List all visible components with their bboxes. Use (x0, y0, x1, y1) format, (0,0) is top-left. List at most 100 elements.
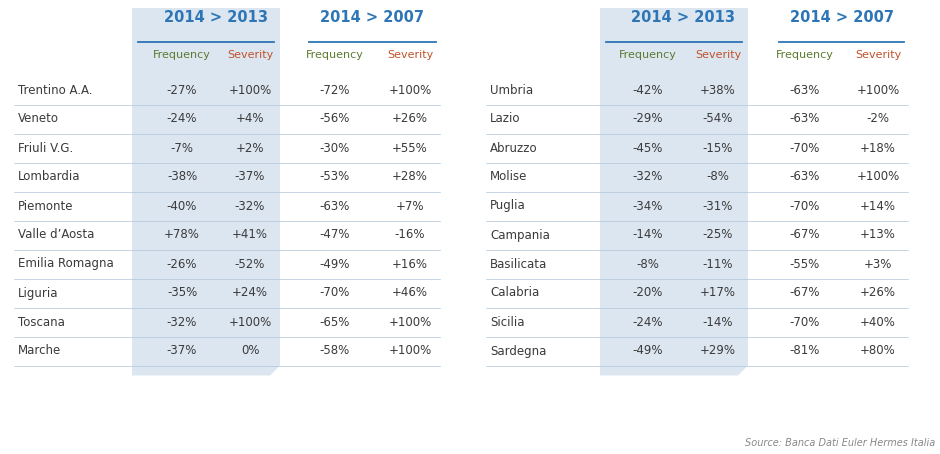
Text: -31%: -31% (703, 199, 733, 212)
Text: -63%: -63% (790, 84, 821, 97)
Text: -26%: -26% (166, 257, 197, 271)
Text: Friuli V.G.: Friuli V.G. (18, 142, 73, 154)
Text: -54%: -54% (703, 113, 733, 125)
Polygon shape (600, 8, 748, 375)
Text: Calabria: Calabria (490, 286, 540, 300)
Text: -45%: -45% (633, 142, 664, 154)
Text: -16%: -16% (395, 228, 425, 242)
Text: 0%: 0% (241, 345, 259, 357)
Text: -65%: -65% (320, 316, 351, 329)
Text: Abruzzo: Abruzzo (490, 142, 538, 154)
Text: +29%: +29% (700, 345, 736, 357)
Text: -27%: -27% (166, 84, 197, 97)
Text: +24%: +24% (232, 286, 268, 300)
Text: 2014 > 2013: 2014 > 2013 (164, 10, 268, 25)
Text: -15%: -15% (703, 142, 733, 154)
Text: -40%: -40% (166, 199, 197, 212)
Text: -67%: -67% (790, 286, 821, 300)
Text: -14%: -14% (703, 316, 733, 329)
Text: 2014 > 2013: 2014 > 2013 (631, 10, 735, 25)
Text: -81%: -81% (790, 345, 821, 357)
Text: Marche: Marche (18, 345, 61, 357)
Text: -67%: -67% (790, 228, 821, 242)
Text: -72%: -72% (320, 84, 351, 97)
Text: Molise: Molise (490, 171, 527, 183)
Text: +100%: +100% (856, 84, 900, 97)
Text: Puglia: Puglia (490, 199, 525, 212)
Text: +41%: +41% (232, 228, 268, 242)
Text: -35%: -35% (167, 286, 197, 300)
Text: Frequency: Frequency (306, 50, 364, 60)
Text: -63%: -63% (790, 171, 821, 183)
Text: +17%: +17% (700, 286, 736, 300)
Text: -37%: -37% (235, 171, 265, 183)
Text: -70%: -70% (790, 316, 821, 329)
Text: -70%: -70% (320, 286, 351, 300)
Text: +100%: +100% (388, 84, 431, 97)
Text: -2%: -2% (867, 113, 889, 125)
Text: +3%: +3% (864, 257, 892, 271)
Text: +100%: +100% (228, 84, 272, 97)
Text: Emilia Romagna: Emilia Romagna (18, 257, 114, 271)
Text: -52%: -52% (235, 257, 265, 271)
Text: -20%: -20% (633, 286, 664, 300)
Text: Campania: Campania (490, 228, 550, 242)
Text: -49%: -49% (633, 345, 664, 357)
Text: +100%: +100% (856, 171, 900, 183)
Text: Frequency: Frequency (153, 50, 211, 60)
Text: +55%: +55% (392, 142, 428, 154)
Text: -24%: -24% (633, 316, 664, 329)
Text: Sicilia: Sicilia (490, 316, 525, 329)
Text: -49%: -49% (320, 257, 351, 271)
Text: -24%: -24% (166, 113, 197, 125)
Text: -70%: -70% (790, 142, 821, 154)
Text: Toscana: Toscana (18, 316, 65, 329)
Text: Trentino A.A.: Trentino A.A. (18, 84, 92, 97)
Text: -30%: -30% (320, 142, 350, 154)
Text: Lombardia: Lombardia (18, 171, 81, 183)
Text: +26%: +26% (860, 286, 896, 300)
Text: -32%: -32% (235, 199, 265, 212)
Text: Umbria: Umbria (490, 84, 533, 97)
Text: +13%: +13% (860, 228, 896, 242)
Text: Severity: Severity (387, 50, 433, 60)
Text: -56%: -56% (320, 113, 351, 125)
Text: -55%: -55% (790, 257, 820, 271)
Text: -25%: -25% (703, 228, 733, 242)
Text: +7%: +7% (396, 199, 424, 212)
Text: Frequency: Frequency (776, 50, 834, 60)
Text: +38%: +38% (700, 84, 736, 97)
Text: Frequency: Frequency (619, 50, 677, 60)
Text: 2014 > 2007: 2014 > 2007 (790, 10, 894, 25)
Text: -38%: -38% (167, 171, 197, 183)
Text: -42%: -42% (633, 84, 664, 97)
Text: -47%: -47% (320, 228, 351, 242)
Text: +100%: +100% (228, 316, 272, 329)
Text: +14%: +14% (860, 199, 896, 212)
Text: 2014 > 2007: 2014 > 2007 (321, 10, 425, 25)
Text: +46%: +46% (392, 286, 428, 300)
Text: -70%: -70% (790, 199, 821, 212)
Text: -11%: -11% (703, 257, 733, 271)
Text: -8%: -8% (707, 171, 729, 183)
Text: +18%: +18% (860, 142, 896, 154)
Text: -29%: -29% (633, 113, 664, 125)
Text: Lazio: Lazio (490, 113, 521, 125)
Text: +16%: +16% (392, 257, 428, 271)
Text: Severity: Severity (227, 50, 274, 60)
Text: Valle d’Aosta: Valle d’Aosta (18, 228, 94, 242)
Text: -8%: -8% (636, 257, 660, 271)
Text: -7%: -7% (170, 142, 194, 154)
Text: +80%: +80% (860, 345, 896, 357)
Text: -32%: -32% (633, 171, 664, 183)
Text: +40%: +40% (860, 316, 896, 329)
Text: -58%: -58% (320, 345, 350, 357)
Text: -63%: -63% (790, 113, 821, 125)
Text: +2%: +2% (236, 142, 264, 154)
Text: -32%: -32% (166, 316, 197, 329)
Text: Piemonte: Piemonte (18, 199, 73, 212)
Text: -34%: -34% (633, 199, 664, 212)
Text: +4%: +4% (236, 113, 264, 125)
Text: Veneto: Veneto (18, 113, 59, 125)
Text: Sardegna: Sardegna (490, 345, 546, 357)
